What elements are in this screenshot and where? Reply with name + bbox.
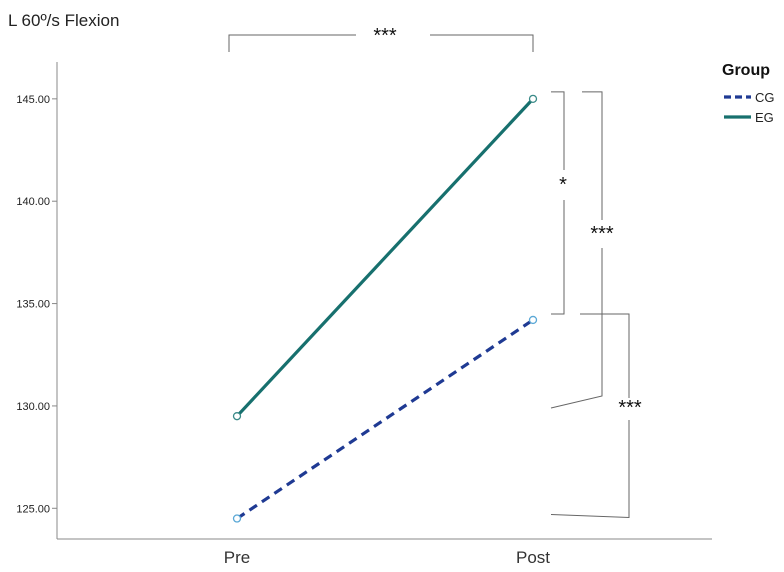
significance-brackets: ********** bbox=[228, 25, 642, 519]
significance-label: * bbox=[559, 174, 567, 196]
y-axis: 125.00 130.00 135.00 140.00 145.00 bbox=[16, 62, 58, 539]
data-point-eg bbox=[232, 412, 242, 421]
series-line-eg bbox=[235, 97, 535, 418]
bracket-post-upper bbox=[551, 91, 565, 170]
series-line-cg bbox=[236, 318, 534, 520]
y-tick-label: 125.00 bbox=[16, 503, 50, 515]
legend-title: Group bbox=[722, 62, 770, 79]
significance-label: *** bbox=[618, 397, 642, 419]
data-point-eg bbox=[528, 94, 538, 103]
x-tick-label: Post bbox=[516, 548, 550, 567]
bracket-outer-lower bbox=[550, 420, 630, 519]
data-point-cg bbox=[232, 514, 242, 523]
x-axis: Pre Post bbox=[57, 538, 712, 567]
bracket-post-lower bbox=[551, 200, 565, 315]
data-point-cg bbox=[528, 315, 538, 325]
bracket-mid-lower bbox=[550, 248, 603, 409]
bracket-top-left bbox=[228, 34, 356, 52]
bracket-top-right bbox=[430, 34, 534, 52]
y-tick-label: 145.00 bbox=[16, 94, 50, 106]
x-tick-label: Pre bbox=[224, 548, 250, 567]
y-tick-label: 135.00 bbox=[16, 299, 50, 311]
significance-label: *** bbox=[373, 25, 397, 47]
series-group bbox=[232, 94, 538, 523]
bracket-outer-upper bbox=[580, 313, 630, 398]
y-tick-label: 130.00 bbox=[16, 401, 50, 413]
chart-title: L 60º/s Flexion bbox=[8, 11, 119, 30]
significance-label: *** bbox=[590, 223, 614, 245]
legend: Group CG EG bbox=[722, 62, 775, 125]
legend-label-cg: CG bbox=[755, 90, 775, 105]
y-tick-label: 140.00 bbox=[16, 196, 50, 208]
legend-label-eg: EG bbox=[755, 110, 774, 125]
bracket-mid-upper bbox=[582, 91, 603, 220]
